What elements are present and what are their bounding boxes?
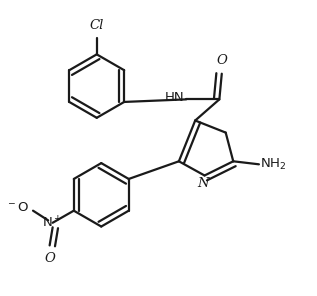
Text: N: N (197, 177, 209, 190)
Text: NH$_2$: NH$_2$ (260, 157, 287, 172)
Text: N$^+$: N$^+$ (42, 215, 63, 230)
Text: $^-$O: $^-$O (6, 201, 29, 214)
Text: O: O (216, 54, 227, 67)
Text: O: O (44, 252, 55, 265)
Text: HN: HN (165, 91, 184, 104)
Text: Cl: Cl (89, 19, 104, 32)
